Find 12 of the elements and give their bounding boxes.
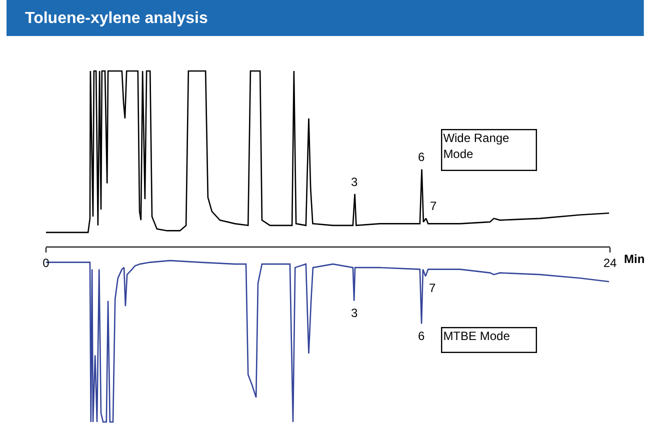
series-label: Wide Range Mode (443, 131, 510, 161)
annotation: 7 (429, 281, 436, 295)
annotation: 3 (351, 306, 358, 320)
x-tick-label: 24 (603, 256, 617, 270)
annotation: 6 (418, 329, 425, 343)
x-axis-title: Min (624, 252, 645, 266)
annotation: 6 (418, 150, 425, 164)
annotation: 3 (351, 175, 358, 189)
series-label: MTBE Mode (443, 329, 510, 344)
chart-title: Toluene-xylene analysis (25, 10, 208, 27)
annotation: 7 (430, 199, 437, 213)
x-tick-label: 0 (42, 256, 50, 270)
